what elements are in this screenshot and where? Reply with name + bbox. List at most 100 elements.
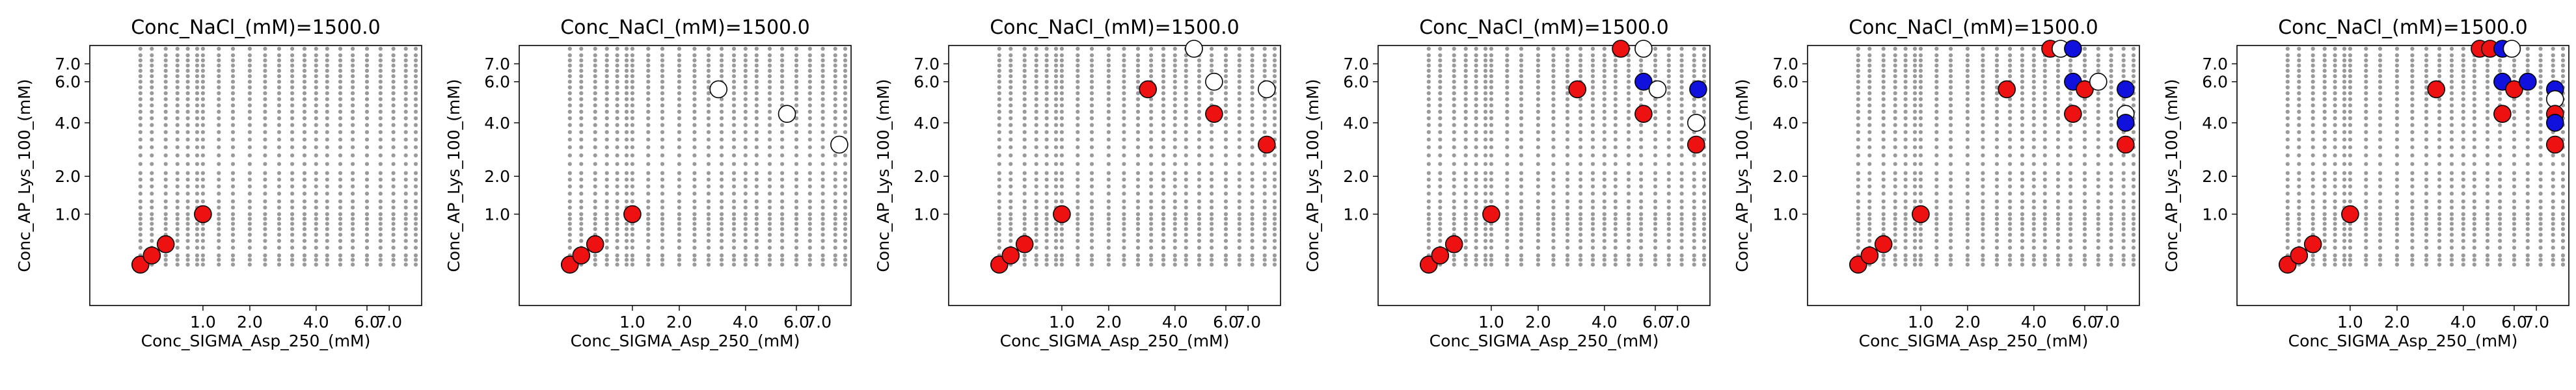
grid-point	[150, 74, 154, 79]
grid-point	[615, 46, 619, 51]
grid-point	[391, 222, 396, 226]
grid-point	[646, 123, 651, 127]
grid-point	[794, 253, 799, 258]
grid-point	[2472, 227, 2476, 231]
grid-point	[567, 216, 572, 221]
grid-point	[833, 79, 837, 84]
grid-point	[646, 191, 651, 196]
grid-point	[2008, 103, 2013, 108]
grid-point	[338, 145, 343, 150]
grid-point	[1135, 97, 1141, 101]
grid-point	[2424, 137, 2429, 142]
grid-point	[2378, 123, 2383, 127]
grid-point	[2394, 79, 2399, 84]
grid-point	[2068, 184, 2073, 188]
grid-point	[1981, 253, 1985, 258]
y-tick-label: 7.0	[484, 55, 510, 73]
grid-point	[2042, 212, 2047, 216]
grid-point	[1519, 97, 1524, 101]
grid-point	[2082, 137, 2087, 142]
grid-point	[1237, 263, 1241, 267]
grid-point	[413, 222, 418, 226]
grid-point	[263, 116, 267, 121]
grid-point	[1210, 233, 1214, 237]
grid-point	[1474, 97, 1478, 101]
grid-point	[2410, 91, 2415, 96]
grid-point	[794, 97, 799, 101]
grid-point	[1934, 97, 1939, 101]
grid-point	[1053, 97, 1059, 101]
grid-point	[1551, 130, 1556, 135]
grid-point	[1679, 177, 1684, 182]
grid-point	[1009, 123, 1013, 127]
grid-point	[314, 257, 318, 262]
grid-point	[138, 46, 142, 51]
grid-point	[247, 123, 252, 127]
grid-point	[2512, 116, 2517, 121]
grid-point	[660, 257, 665, 262]
grid-point	[1613, 205, 1618, 210]
grid-point	[175, 246, 180, 250]
grid-point	[743, 46, 748, 51]
grid-point	[2322, 233, 2327, 237]
grid-point	[2498, 137, 2502, 142]
grid-point	[1463, 63, 1468, 68]
grid-point	[1135, 109, 1141, 114]
grid-point	[290, 171, 295, 176]
grid-point	[579, 153, 584, 158]
grid-point	[403, 91, 408, 96]
grid-point	[1223, 58, 1228, 62]
grid-point	[1135, 137, 1141, 142]
grid-point	[1135, 145, 1141, 150]
grid-point	[1223, 153, 1228, 158]
grid-point	[290, 137, 295, 142]
grid-point	[2472, 177, 2476, 182]
grid-point	[1059, 58, 1064, 62]
grid-point	[615, 145, 619, 150]
grid-point	[1613, 227, 1618, 231]
grid-point	[1161, 162, 1166, 166]
grid-point	[997, 68, 1001, 73]
grid-point	[731, 109, 737, 114]
grid-point	[302, 199, 307, 203]
sample-point-white	[1648, 80, 1667, 99]
grid-point	[1948, 63, 1953, 68]
grid-point	[195, 257, 200, 262]
grid-point	[1184, 263, 1188, 267]
grid-point	[200, 58, 205, 62]
grid-point	[754, 123, 759, 127]
grid-point	[1653, 53, 1658, 58]
grid-point	[302, 97, 307, 101]
grid-point	[820, 205, 825, 210]
grid-point	[1463, 184, 1468, 188]
grid-point	[2461, 68, 2465, 73]
grid-point	[794, 257, 799, 262]
grid-point	[1173, 227, 1177, 231]
grid-point	[1053, 162, 1059, 166]
grid-point	[175, 199, 180, 203]
grid-point	[1474, 74, 1478, 79]
grid-point	[692, 153, 697, 158]
grid-point	[1426, 58, 1431, 62]
grid-point	[1934, 137, 1939, 142]
grid-point	[743, 79, 748, 84]
grid-point	[1903, 227, 1908, 231]
grid-point	[403, 246, 408, 250]
grid-point	[2560, 199, 2566, 203]
grid-point	[2285, 63, 2290, 68]
grid-point	[1463, 162, 1468, 166]
grid-point	[1602, 184, 1607, 188]
grid-point	[1893, 212, 1897, 216]
grid-point	[2461, 46, 2465, 51]
grid-point	[2437, 177, 2442, 182]
grid-point	[2031, 145, 2036, 150]
grid-point	[579, 171, 584, 176]
grid-point	[2525, 216, 2530, 221]
grid-point	[1639, 222, 1644, 226]
grid-point	[2472, 97, 2476, 101]
grid-point	[1044, 177, 1049, 182]
grid-point	[2485, 222, 2490, 226]
grid-point	[1059, 116, 1064, 121]
grid-point	[1590, 123, 1595, 127]
grid-point	[1250, 46, 1254, 51]
